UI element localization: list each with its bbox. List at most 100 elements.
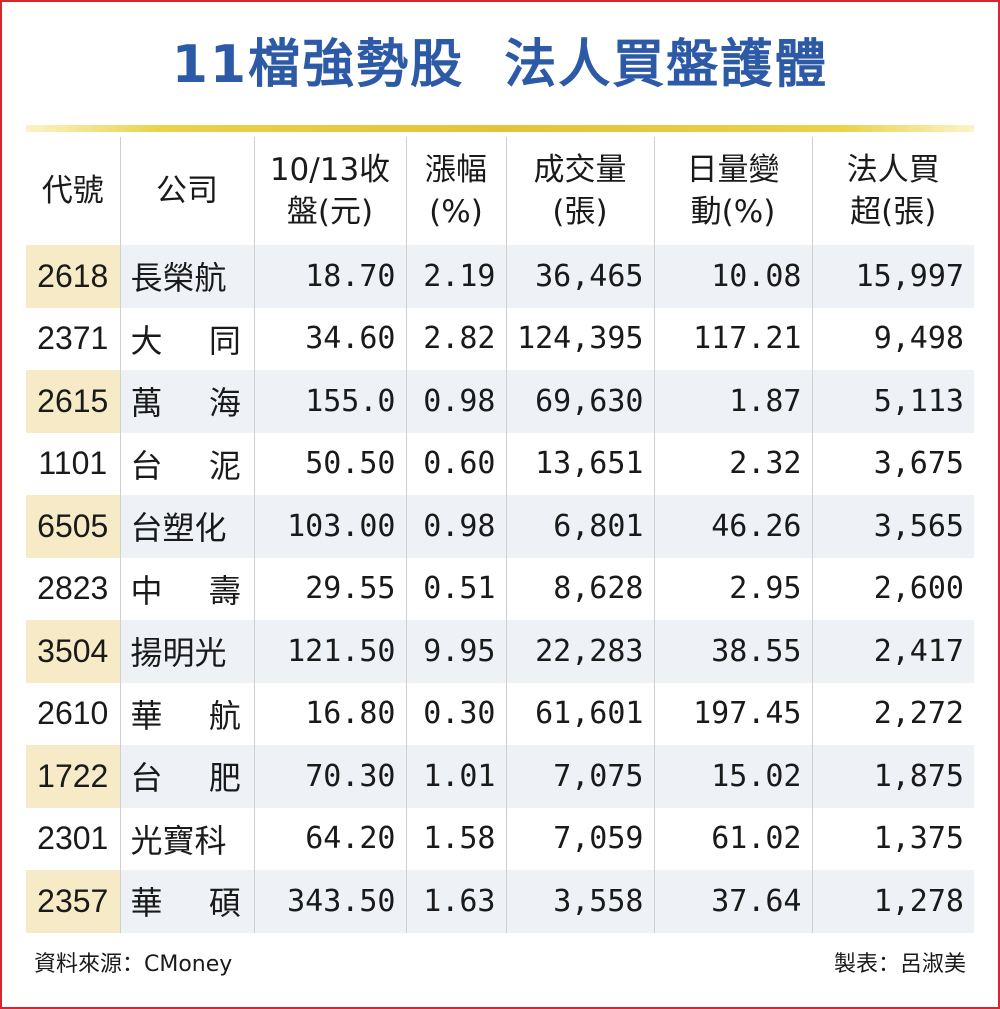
cell-net-buy: 9,498: [811, 307, 974, 370]
table-row: 2823 中壽 29.55 0.51 8,628 2.95 2,600: [26, 557, 974, 620]
cell-vol-change: 37.64: [653, 870, 812, 933]
cell-close: 64.20: [253, 807, 406, 870]
cell-company: 台肥: [119, 745, 254, 808]
cell-code: 2823: [37, 570, 109, 607]
cell-change: 1.01: [405, 745, 506, 808]
cell-code: 6505: [26, 495, 120, 558]
cell-volume: 124,395: [505, 307, 654, 370]
cell-volume: 61,601: [505, 682, 654, 745]
cell-net-buy: 5,113: [811, 370, 974, 433]
cell-net-buy: 1,375: [811, 807, 974, 870]
company-name: 揚明光: [130, 634, 227, 673]
table-row: 6505 台塑化 103.00 0.98 6,801 46.26 3,565: [26, 495, 974, 558]
cell-net-buy: 1,278: [811, 870, 974, 933]
header-vol-change: 日量變 動(%): [653, 137, 812, 245]
cell-volume: 69,630: [505, 370, 654, 433]
cell-volume: 6,801: [505, 495, 654, 558]
cell-close: 343.50: [253, 870, 406, 933]
header-volume: 成交量 (張): [505, 137, 654, 245]
cell-net-buy: 2,600: [811, 557, 974, 620]
cell-net-buy: 2,272: [811, 682, 974, 745]
cell-vol-change: 10.08: [653, 245, 812, 308]
cell-vol-change: 1.87: [653, 370, 812, 433]
cell-change: 0.60: [405, 432, 506, 495]
cell-change: 2.19: [405, 245, 506, 308]
table-row: 1101 台泥 50.50 0.60 13,651 2.32 3,675: [26, 432, 974, 495]
cell-company: 台塑化: [119, 495, 254, 558]
company-name: 華碩: [130, 884, 288, 923]
cell-close: 103.00: [253, 495, 406, 558]
cell-net-buy: 15,997: [811, 245, 974, 308]
cell-vol-change: 46.26: [653, 495, 812, 558]
company-name: 光寶科: [130, 821, 227, 860]
author-note: 製表：呂淑美: [833, 952, 966, 977]
company-name: 台塑化: [130, 509, 227, 548]
cell-change: 0.98: [405, 495, 506, 558]
cell-code: 3504: [26, 620, 120, 683]
header-company: 公司: [119, 137, 254, 245]
chart-title: 11檔強勢股 法人買盤護體: [171, 35, 829, 95]
cell-code: 1101: [38, 445, 108, 482]
cell-change: 2.82: [405, 307, 506, 370]
cell-vol-change: 197.45: [653, 682, 812, 745]
cell-close: 29.55: [253, 557, 406, 620]
table-row: 2357 華碩 343.50 1.63 3,558 37.64 1,278: [26, 870, 974, 933]
cell-vol-change: 2.32: [653, 432, 812, 495]
table-row: 1722 台肥 70.30 1.01 7,075 15.02 1,875: [26, 745, 974, 808]
title-underline: [26, 125, 974, 132]
header-row: 代號 公司 10/13收 盤(元) 漲幅 (%) 成交量 (張) 日量變 動(%…: [26, 137, 974, 245]
stock-table: 代號 公司 10/13收 盤(元) 漲幅 (%) 成交量 (張) 日量變 動(%…: [26, 137, 974, 933]
cell-company: 光寶科: [119, 807, 254, 870]
cell-vol-change: 117.21: [653, 307, 812, 370]
cell-company: 台泥: [119, 432, 288, 495]
cell-volume: 13,651: [505, 432, 654, 495]
cell-net-buy: 2,417: [811, 620, 974, 683]
header-change: 漲幅 (%): [405, 137, 506, 245]
table-body: 2618 長榮航 18.70 2.19 36,465 10.08 15,997 2371 大同 3…: [26, 245, 974, 933]
table-row: 2371 大同 34.60 2.82 124,395 117.21 9,498: [26, 307, 974, 370]
cell-change: 0.30: [405, 682, 506, 745]
cell-close: 155.0: [253, 370, 406, 433]
cell-close: 18.70: [253, 245, 406, 308]
company-name: 華航: [130, 696, 288, 735]
table-row: 2618 長榮航 18.70 2.19 36,465 10.08 15,997: [26, 245, 974, 308]
source-note: 資料來源：CMoney: [34, 952, 233, 977]
cell-change: 0.51: [405, 557, 506, 620]
cell-code: 2615: [26, 370, 120, 433]
cell-close: 34.60: [253, 307, 406, 370]
table-row: 3504 揚明光 121.50 9.95 22,283 38.55 2,417: [26, 620, 974, 683]
cell-volume: 7,075: [505, 745, 654, 808]
company-name: 中壽: [130, 571, 288, 610]
cell-volume: 7,059: [505, 807, 654, 870]
cell-close: 16.80: [253, 682, 406, 745]
table-row: 2301 光寶科 64.20 1.58 7,059 61.02 1,375: [26, 807, 974, 870]
cell-close: 121.50: [253, 620, 406, 683]
company-name: 萬海: [130, 384, 288, 423]
cell-net-buy: 3,565: [811, 495, 974, 558]
cell-code: 1722: [26, 745, 120, 808]
cell-company: 萬海: [119, 370, 288, 433]
cell-code: 2610: [37, 695, 109, 732]
cell-change: 1.58: [405, 807, 506, 870]
cell-net-buy: 3,675: [811, 432, 974, 495]
cell-company: 大同: [119, 307, 288, 370]
company-name: 台泥: [130, 446, 288, 485]
cell-vol-change: 2.95: [653, 557, 812, 620]
company-name: 長榮航: [130, 259, 227, 298]
cell-company: 長榮航: [119, 245, 254, 308]
cell-code: 2618: [26, 245, 120, 308]
cell-company: 揚明光: [119, 620, 254, 683]
company-name: 大同: [130, 321, 288, 360]
header-close: 10/13收 盤(元): [253, 137, 406, 245]
cell-close: 50.50: [253, 432, 406, 495]
header-net-buy: 法人買 超(張): [811, 137, 974, 245]
cell-volume: 36,465: [505, 245, 654, 308]
cell-change: 9.95: [405, 620, 506, 683]
cell-code: 2357: [26, 870, 120, 933]
table-row: 2615 萬海 155.0 0.98 69,630 1.87 5,113: [26, 370, 974, 433]
cell-vol-change: 15.02: [653, 745, 812, 808]
table-row: 2610 華航 16.80 0.30 61,601 197.45 2,272: [26, 682, 974, 745]
cell-code: 2371: [37, 320, 109, 357]
cell-close: 70.30: [253, 745, 406, 808]
